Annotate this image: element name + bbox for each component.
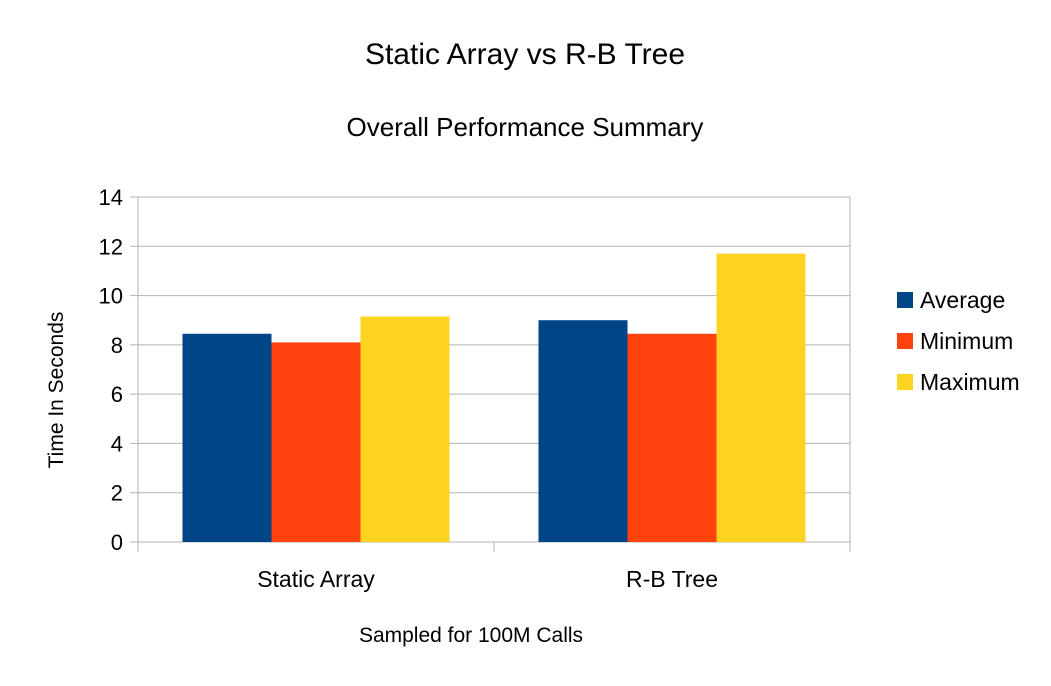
y-tick-label: 0 <box>111 530 123 555</box>
legend: Average Minimum Maximum <box>897 287 1020 395</box>
bar-average-1 <box>538 320 628 542</box>
legend-swatch <box>897 292 913 308</box>
legend-label: Average <box>920 287 1005 313</box>
y-tick-label: 12 <box>99 234 123 259</box>
bar-minimum-1 <box>627 333 717 542</box>
y-tick-label: 4 <box>111 431 123 456</box>
legend-label: Minimum <box>920 328 1013 354</box>
y-axis-ticks: 0 2 4 6 8 10 12 14 <box>99 185 138 555</box>
legend-label: Maximum <box>920 369 1020 395</box>
category-labels: Static Array R-B Tree <box>257 566 718 592</box>
category-label: R-B Tree <box>626 566 718 592</box>
x-axis-ticks <box>137 542 851 552</box>
bar-maximum-1 <box>716 253 806 542</box>
bar-minimum-0 <box>271 342 361 542</box>
y-axis-label: Time In Seconds <box>45 312 68 469</box>
bar-maximum-0 <box>360 316 450 542</box>
chart-title: Static Array vs R-B Tree <box>365 38 685 71</box>
chart-subtitle: Overall Performance Summary <box>347 112 704 142</box>
x-axis-label: Sampled for 100M Calls <box>359 624 583 647</box>
bars <box>182 253 806 542</box>
y-tick-label: 8 <box>111 333 123 358</box>
legend-swatch <box>897 333 913 349</box>
category-label: Static Array <box>257 566 375 592</box>
y-tick-label: 14 <box>99 185 123 210</box>
y-tick-label: 10 <box>99 284 123 309</box>
y-tick-label: 2 <box>111 481 123 506</box>
bar-average-0 <box>182 333 272 542</box>
legend-swatch <box>897 374 913 390</box>
y-tick-label: 6 <box>111 382 123 407</box>
